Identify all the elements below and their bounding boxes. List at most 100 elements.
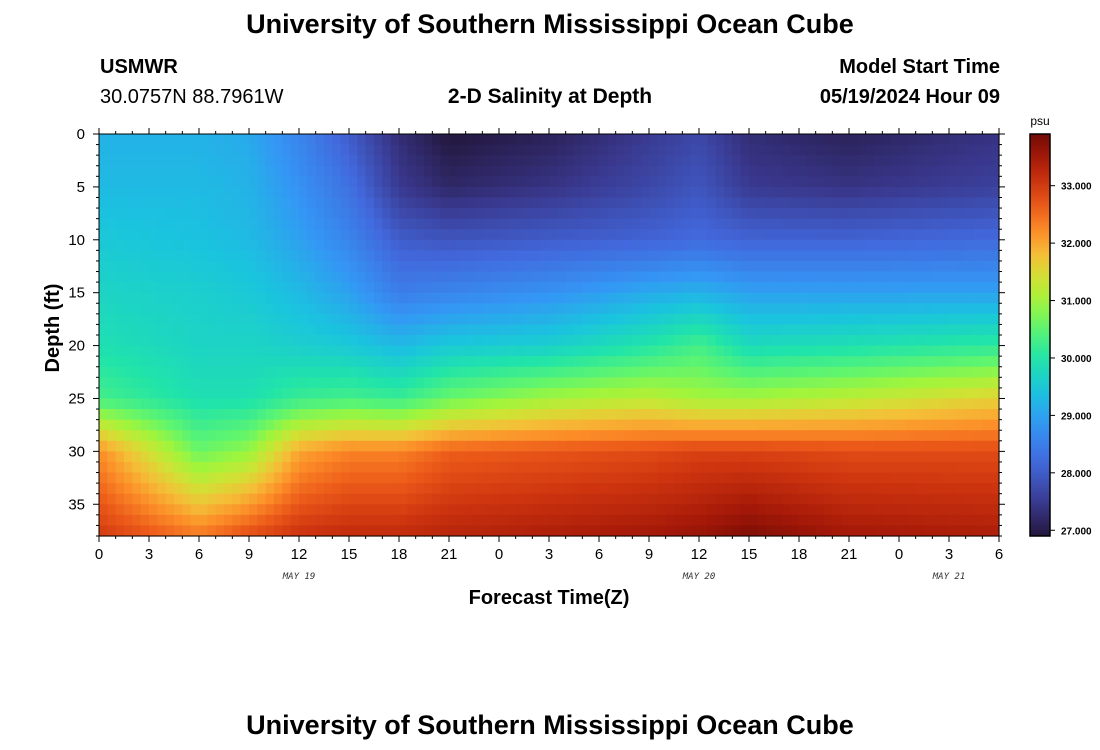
heatmap-cell [865,493,875,505]
heatmap-cell [615,197,625,209]
heatmap-cell [824,440,833,452]
heatmap-cell [557,144,567,156]
heatmap-cell [782,229,792,241]
heatmap-cell [599,324,608,336]
heatmap-cell [574,176,583,188]
heatmap-cell [349,134,358,146]
heatmap-cell [649,303,658,315]
heatmap-cell [124,366,133,378]
heatmap-cell [690,250,700,262]
heatmap-cell [990,356,1000,368]
heatmap-cell [299,493,308,505]
heatmap-cell [565,313,575,326]
heatmap-cell [457,250,467,262]
heatmap-cell [965,493,975,505]
heatmap-cell [390,451,400,463]
heatmap-cell [857,218,867,230]
heatmap-cell [149,345,158,357]
heatmap-cell [674,303,683,315]
heatmap-cell [824,250,833,262]
heatmap-cell [440,155,450,167]
heatmap-cell [907,419,917,431]
heatmap-cell [382,419,392,431]
heatmap-cell [565,303,575,315]
heatmap-cell [907,430,917,442]
heatmap-cell [940,208,950,220]
heatmap-cell [165,218,175,230]
heatmap-cell [115,144,125,156]
heatmap-cell [640,229,650,241]
heatmap-cell [957,324,967,336]
heatmap-cell [715,525,725,537]
heatmap-cell [465,155,475,167]
heatmap-cell [732,451,742,463]
heatmap-cell [157,324,167,336]
heatmap-cell [924,398,933,410]
heatmap-cell [332,525,342,537]
heatmap-cell [140,271,150,283]
heatmap-cell [299,451,308,463]
heatmap-cell [324,229,333,241]
heatmap-cell [524,493,533,505]
heatmap-cell [624,176,633,188]
heatmap-cell [157,176,167,188]
heatmap-cell [590,430,600,442]
heatmap-cell [232,387,242,400]
heatmap-cell [524,440,533,452]
heatmap-cell [132,271,142,283]
heatmap-cell [99,260,108,273]
heatmap-cell [407,186,417,199]
heatmap-cell [115,504,125,516]
heatmap-cell [740,398,750,410]
heatmap-cell [940,461,950,474]
heatmap-cell [624,377,633,389]
heatmap-cell [399,260,408,273]
heatmap-cell [965,218,975,230]
heatmap-cell [940,303,950,315]
heatmap-cell [340,451,350,463]
heatmap-cell [299,377,308,389]
heatmap-cell [290,472,300,484]
heatmap-cell [190,250,200,262]
heatmap-cell [540,197,550,209]
heatmap-cell [457,186,467,199]
heatmap-cell [165,144,175,156]
heatmap-cell [899,504,908,516]
heatmap-cell [215,134,225,146]
heatmap-cell [490,419,500,431]
heatmap-cell [874,239,883,251]
heatmap-cell [607,335,617,347]
heatmap-cell [724,282,733,294]
heatmap-cell [407,525,417,537]
heatmap-cell [974,472,983,484]
heatmap-cell [657,451,667,463]
heatmap-cell [107,292,117,304]
heatmap-cell [665,165,675,177]
heatmap-cell [324,218,333,230]
heatmap-cell [715,335,725,347]
heatmap-cell [99,144,108,156]
heatmap-cell [682,176,692,188]
heatmap-cell [132,345,142,357]
heatmap-cell [882,208,892,220]
heatmap-cell [515,419,525,431]
heatmap-cell [399,335,408,347]
heatmap-cell [982,282,992,294]
heatmap-cell [907,514,917,527]
heatmap-cell [165,303,175,315]
heatmap-cell [232,313,242,326]
heatmap-cell [474,155,483,167]
heatmap-cell [390,208,400,220]
heatmap-cell [390,250,400,262]
heatmap-cell [757,440,767,452]
heatmap-cell [157,292,167,304]
heatmap-cell [357,493,367,505]
heatmap-cell [157,514,167,527]
heatmap-cell [590,483,600,495]
heatmap-cell [815,292,825,304]
heatmap-cell [274,197,283,209]
heatmap-cell [324,134,333,146]
heatmap-cell [665,514,675,527]
heatmap-cell [965,239,975,251]
heatmap-cell [182,483,192,495]
